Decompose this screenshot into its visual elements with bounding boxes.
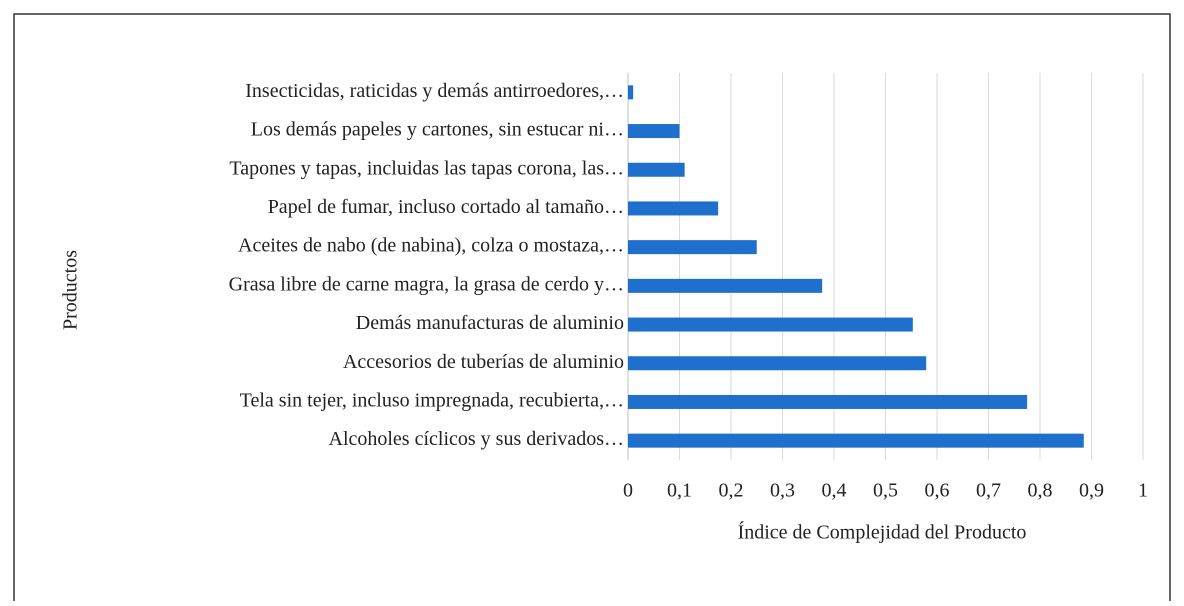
y-tick-label: Tapones y tapas, incluidas las tapas cor… bbox=[229, 157, 624, 179]
y-tick-label: Alcoholes cíclicos y sus derivados… bbox=[329, 428, 625, 450]
bar bbox=[628, 433, 1084, 448]
bar bbox=[628, 201, 719, 216]
x-tick-label: 0 bbox=[623, 480, 633, 502]
y-tick-label: Papel de fumar, incluso cortado al tamañ… bbox=[268, 196, 624, 218]
y-tick-label: Aceites de nabo (de nabina), colza o mos… bbox=[238, 235, 624, 257]
bar bbox=[628, 240, 757, 255]
bar bbox=[628, 162, 685, 177]
x-tick-label: 0,3 bbox=[770, 480, 795, 502]
bar bbox=[628, 317, 913, 332]
bar bbox=[628, 394, 1028, 409]
x-tick-label: 0,9 bbox=[1079, 480, 1104, 502]
bar bbox=[628, 85, 634, 100]
x-tick-label: 0,8 bbox=[1028, 480, 1053, 502]
y-tick-label: Los demás papeles y cartones, sin estuca… bbox=[251, 119, 624, 141]
y-tick-label: Tela sin tejer, incluso impregnada, recu… bbox=[240, 390, 624, 412]
x-tick-label: 0,5 bbox=[873, 480, 898, 502]
y-tick-label: Demás manufacturas de aluminio bbox=[356, 312, 624, 334]
bar bbox=[628, 356, 927, 371]
x-tick-label: 0,6 bbox=[925, 480, 950, 502]
y-axis-label: Productos bbox=[60, 250, 82, 330]
bar bbox=[628, 278, 823, 293]
y-tick-label: Grasa libre de carne magra, la grasa de … bbox=[229, 273, 624, 295]
x-axis-label: Índice de Complejidad del Producto bbox=[738, 521, 1027, 544]
x-tick-label: 0,1 bbox=[667, 480, 692, 502]
x-tick-label: 1 bbox=[1138, 480, 1148, 502]
x-tick-label: 0,2 bbox=[719, 480, 744, 502]
y-tick-label: Accesorios de tuberías de aluminio bbox=[343, 351, 624, 373]
bar bbox=[628, 124, 680, 139]
frame bbox=[13, 13, 1171, 606]
x-tick-label: 0,4 bbox=[822, 480, 847, 502]
x-tick-label: 0,7 bbox=[976, 480, 1001, 502]
y-tick-label: Insecticidas, raticidas y demás antirroe… bbox=[245, 80, 624, 102]
